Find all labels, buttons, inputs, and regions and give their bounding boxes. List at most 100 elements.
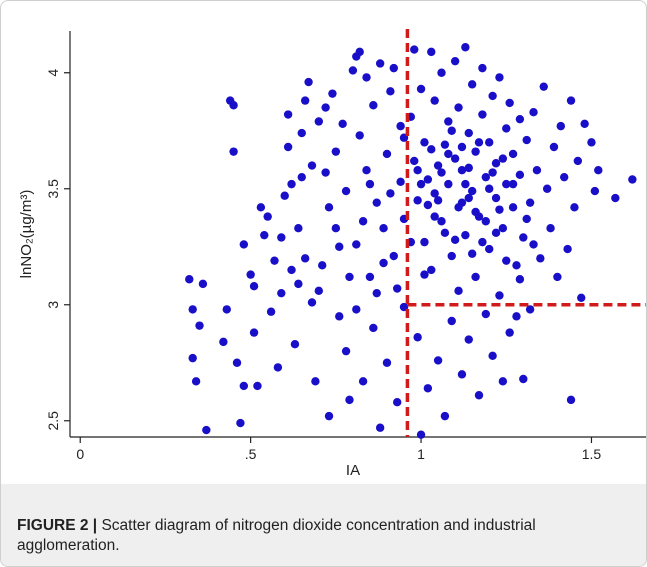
- data-point: [467, 186, 477, 196]
- data-point: [362, 73, 371, 82]
- data-point: [365, 179, 375, 189]
- data-point: [457, 198, 467, 207]
- caption-text: Scatter diagram of nitrogen dioxide conc…: [17, 517, 536, 554]
- data-point: [420, 237, 429, 247]
- data-point: [423, 175, 433, 184]
- data-point: [420, 270, 429, 279]
- data-point: [433, 161, 443, 170]
- data-point: [437, 217, 446, 226]
- data-point: [505, 98, 514, 108]
- data-point: [488, 91, 497, 101]
- data-point: [430, 189, 439, 198]
- data-point: [464, 335, 473, 344]
- data-point: [297, 172, 306, 182]
- data-point: [587, 138, 596, 147]
- data-point: [447, 126, 456, 135]
- data-point: [427, 145, 436, 154]
- data-point: [331, 147, 341, 156]
- data-point: [481, 172, 491, 182]
- data-point: [549, 142, 559, 152]
- data-point: [297, 128, 306, 138]
- data-point: [413, 166, 422, 175]
- data-point: [505, 328, 514, 337]
- x-tick-label: .5: [245, 446, 257, 462]
- data-point: [362, 166, 371, 175]
- data-point: [270, 256, 279, 265]
- data-point: [413, 333, 422, 342]
- data-point: [396, 177, 405, 186]
- data-point: [379, 258, 388, 268]
- data-point: [375, 59, 385, 68]
- data-point: [345, 272, 354, 282]
- data-point: [321, 103, 330, 112]
- data-point: [365, 272, 375, 282]
- y-tick-label: 4: [45, 69, 61, 77]
- data-point: [277, 288, 286, 298]
- data-point: [444, 117, 453, 126]
- data-point: [464, 163, 473, 173]
- data-point: [539, 82, 548, 91]
- data-point: [454, 286, 463, 296]
- data-point: [427, 47, 436, 57]
- data-point: [195, 321, 204, 330]
- data-point: [345, 395, 354, 405]
- data-point: [515, 275, 525, 284]
- reference-lines-layer: [405, 29, 646, 437]
- data-point: [570, 203, 579, 212]
- data-point: [450, 235, 460, 244]
- data-point: [379, 224, 388, 233]
- data-point: [321, 168, 330, 177]
- data-point: [188, 305, 197, 314]
- data-point: [580, 119, 589, 128]
- data-point: [467, 80, 477, 89]
- data-point: [375, 423, 385, 432]
- data-point: [440, 411, 450, 421]
- data-point: [410, 45, 419, 54]
- data-point: [372, 288, 381, 298]
- data-point: [191, 377, 201, 386]
- data-point: [481, 309, 491, 319]
- data-point: [611, 193, 620, 203]
- data-point: [464, 193, 473, 203]
- data-point: [495, 205, 504, 214]
- data-point: [474, 391, 484, 400]
- scatter-plot: 0 .5 1 1.5 2.5 3 3.5 4 IA lnNO₂(µg/m³): [18, 29, 646, 479]
- data-point: [450, 154, 460, 163]
- data-point: [335, 312, 344, 321]
- data-point: [300, 96, 310, 105]
- data-point: [491, 193, 501, 203]
- data-point: [488, 168, 497, 177]
- caption-background: [1, 484, 646, 566]
- data-point: [433, 196, 443, 205]
- data-point: [525, 305, 535, 314]
- x-tick-label: 0: [76, 446, 84, 462]
- data-point: [283, 142, 293, 152]
- data-point: [529, 108, 538, 117]
- data-point: [457, 166, 467, 175]
- data-point: [273, 363, 283, 372]
- x-tick-label: 1: [417, 446, 425, 462]
- data-point: [532, 166, 542, 175]
- data-point: [341, 346, 351, 356]
- y-tick-label: 3.5: [45, 179, 61, 199]
- data-point: [396, 121, 405, 131]
- data-point: [522, 135, 531, 145]
- data-point: [307, 161, 317, 170]
- data-point: [294, 279, 303, 289]
- data-point: [577, 293, 586, 302]
- data-point: [355, 131, 364, 140]
- data-point: [498, 224, 508, 233]
- data-point: [542, 184, 552, 193]
- data-point: [416, 84, 426, 94]
- data-point: [392, 284, 402, 293]
- data-point: [573, 156, 583, 166]
- data-point: [389, 63, 398, 73]
- data-point: [440, 228, 450, 238]
- data-point: [358, 217, 368, 226]
- data-point: [318, 261, 327, 270]
- data-point: [628, 175, 637, 184]
- data-point: [311, 377, 320, 386]
- data-point: [515, 170, 525, 180]
- data-point: [222, 305, 231, 314]
- data-point: [461, 179, 470, 189]
